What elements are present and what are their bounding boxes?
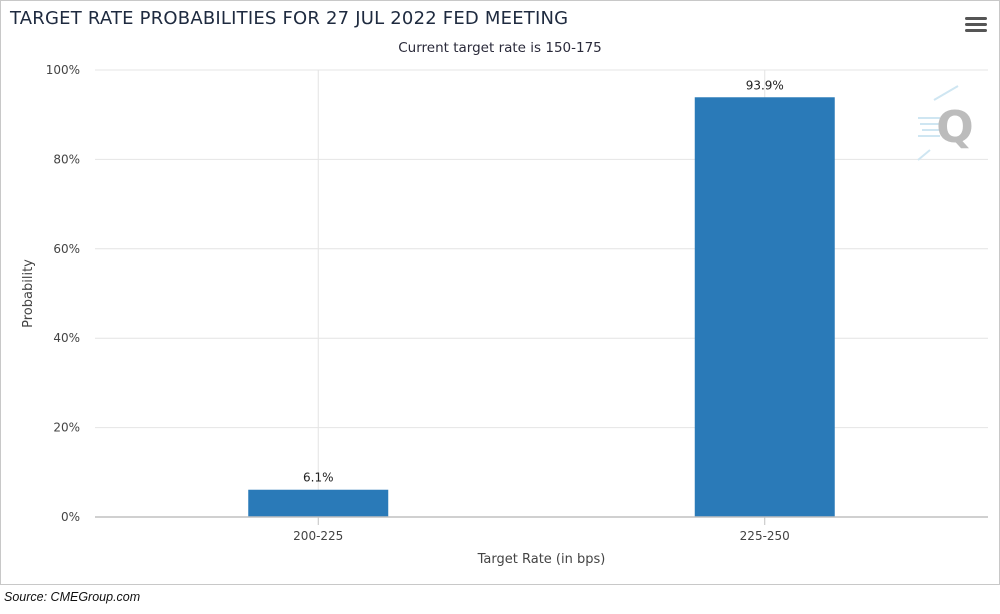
y-tick-label: 40% [53, 331, 80, 345]
x-tick-label: 200-225 [293, 529, 343, 543]
x-tick-label: 225-250 [740, 529, 790, 543]
bars [248, 97, 835, 517]
y-tick-label: 100% [46, 63, 80, 77]
x-axis-ticks: 200-225 225-250 [293, 517, 790, 543]
bar-225-250[interactable] [694, 97, 835, 517]
data-labels: 6.1% 93.9% [303, 78, 784, 484]
data-label: 6.1% [303, 471, 334, 485]
y-tick-label: 80% [53, 152, 80, 166]
bar-200-225[interactable] [248, 489, 389, 517]
data-label: 93.9% [746, 78, 784, 92]
q-logo-icon: Q [917, 85, 974, 161]
y-tick-label: 0% [61, 510, 80, 524]
y-tick-label: 60% [53, 242, 80, 256]
horizontal-gridlines [95, 69, 988, 518]
hamburger-menu-icon[interactable] [963, 14, 989, 38]
y-axis-ticks: 0% 20% 40% 60% 80% 100% [46, 63, 80, 524]
y-tick-label: 20% [53, 421, 80, 435]
chart-title: TARGET RATE PROBABILITIES FOR 27 JUL 202… [10, 8, 569, 29]
chart-subtitle: Current target rate is 150-175 [398, 40, 602, 56]
y-axis-title: Probability [21, 259, 36, 328]
source-caption: Source: CMEGroup.com [4, 590, 141, 604]
x-axis-title: Target Rate (in bps) [477, 552, 606, 567]
svg-text:Q: Q [936, 102, 973, 153]
